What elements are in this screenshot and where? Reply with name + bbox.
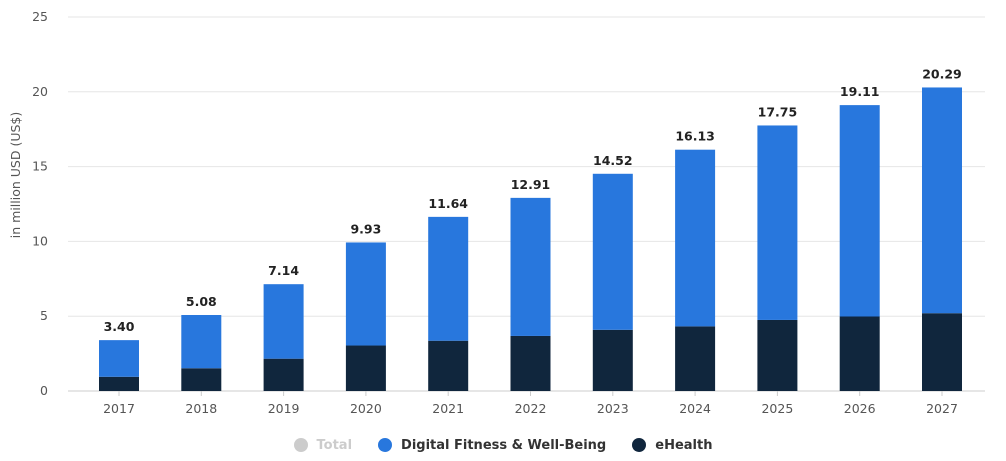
bar-ehealth[interactable] — [592, 329, 633, 391]
y-tick-label: 10 — [32, 233, 48, 248]
legend-item[interactable]: Total — [293, 437, 353, 453]
legend-label: Total — [316, 437, 353, 453]
x-tick-label: 2025 — [761, 401, 793, 416]
bar-ehealth[interactable] — [757, 319, 798, 391]
x-tick-label: 2027 — [926, 401, 958, 416]
bar-ehealth[interactable] — [839, 316, 880, 391]
legend-swatch-icon — [632, 438, 647, 452]
y-axis-label: in million USD (US$) — [8, 112, 23, 238]
y-tick-label: 25 — [32, 9, 48, 24]
y-tick-label: 0 — [40, 383, 48, 398]
total-data-label: 11.64 — [428, 196, 468, 211]
bar-ehealth[interactable] — [263, 358, 304, 391]
total-data-label: 12.91 — [511, 177, 551, 192]
bar-digital-fitness[interactable] — [428, 216, 469, 341]
bar-ehealth[interactable] — [99, 376, 139, 391]
bar-digital-fitness[interactable] — [510, 197, 551, 336]
bars — [99, 87, 962, 391]
total-data-label: 14.52 — [593, 153, 633, 168]
x-tick-label: 2019 — [268, 401, 300, 416]
bar-digital-fitness[interactable] — [263, 284, 304, 359]
x-axis: 2017 2018 2019 2020 2021 2022 2023 2024 2025 2026… — [103, 391, 958, 416]
bar-digital-fitness[interactable] — [345, 242, 386, 346]
total-data-label: 19.11 — [840, 84, 880, 99]
bar-digital-fitness[interactable] — [99, 340, 139, 377]
y-tick-label: 5 — [40, 308, 48, 323]
total-data-label: 5.08 — [186, 294, 217, 309]
total-data-label: 3.40 — [104, 319, 135, 334]
y-tick-label: 15 — [32, 159, 48, 174]
bar-ehealth[interactable] — [922, 313, 962, 391]
bar-digital-fitness[interactable] — [181, 315, 222, 369]
bar-ehealth[interactable] — [675, 326, 716, 391]
total-data-label: 9.93 — [350, 221, 381, 236]
x-tick-label: 2018 — [185, 401, 217, 416]
total-data-label: 20.29 — [922, 66, 962, 81]
bar-ehealth[interactable] — [181, 368, 222, 391]
x-tick-label: 2017 — [103, 401, 135, 416]
bar-ehealth[interactable] — [510, 335, 551, 391]
bar-digital-fitness[interactable] — [592, 173, 633, 330]
bar-digital-fitness[interactable] — [922, 87, 962, 314]
x-tick-label: 2026 — [844, 401, 876, 416]
x-tick-label: 2022 — [515, 401, 547, 416]
bar-ehealth[interactable] — [428, 340, 469, 391]
x-tick-label: 2020 — [350, 401, 382, 416]
legend-swatch-icon — [378, 438, 393, 452]
bar-digital-fitness[interactable] — [757, 125, 798, 320]
total-data-label: 17.75 — [758, 104, 798, 119]
x-tick-label: 2021 — [432, 401, 464, 416]
bar-ehealth[interactable] — [345, 345, 386, 391]
x-tick-label: 2024 — [679, 401, 711, 416]
total-data-label: 16.13 — [675, 129, 715, 144]
total-data-label: 7.14 — [268, 263, 299, 278]
legend-item[interactable]: eHealth — [632, 438, 712, 453]
legend-label: Digital Fitness & Well-Being — [401, 437, 607, 453]
x-tick-label: 2023 — [597, 401, 629, 416]
legend: Total Digital Fitness & Well-Being eHealth — [0, 433, 1006, 457]
y-axis: 0 5 10 15 20 25 — [32, 9, 48, 398]
y-tick-label: 20 — [32, 84, 48, 99]
bar-digital-fitness[interactable] — [675, 149, 716, 327]
data-labels: 3.40 5.08 7.14 9.93 11.64 12.91 14.52 16.13 17.7… — [104, 66, 962, 334]
bar-digital-fitness[interactable] — [839, 105, 880, 317]
legend-swatch-icon — [293, 438, 308, 452]
legend-label: eHealth — [655, 437, 713, 453]
legend-item[interactable]: Digital Fitness & Well-Being — [378, 438, 606, 453]
